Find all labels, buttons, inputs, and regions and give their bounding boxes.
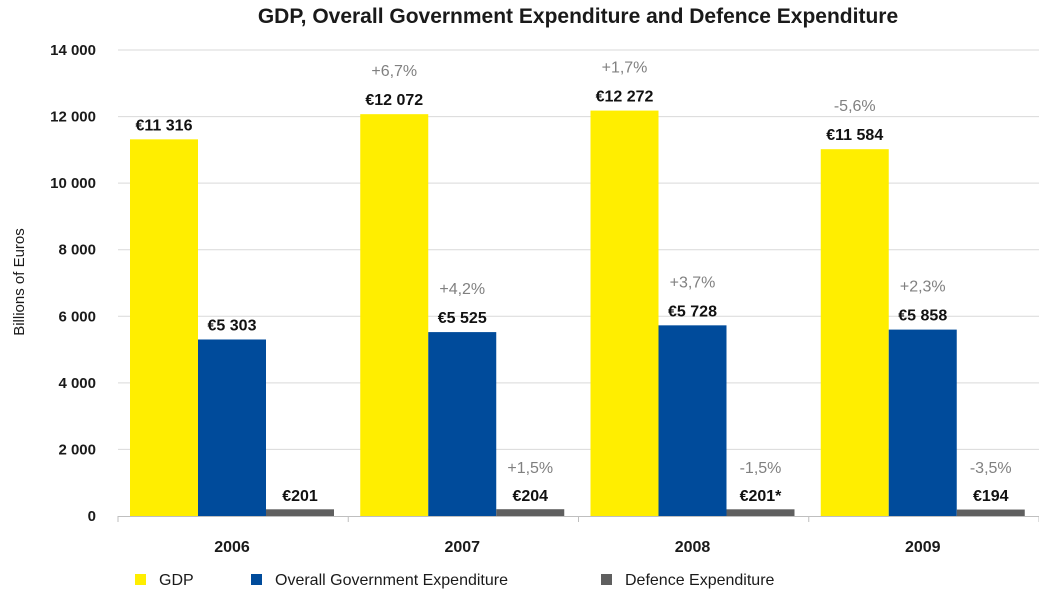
bar (956, 509, 1025, 516)
y-tick-label: 4 000 (58, 375, 96, 392)
bar-change-label: +3,7% (670, 274, 716, 291)
gridlines (118, 49, 1039, 450)
bar-change-label: +4,2% (439, 281, 485, 298)
bar-value-label: €11 316 (136, 117, 193, 134)
bar-value-label: €204 (512, 488, 548, 505)
bar (428, 332, 497, 516)
bar (360, 114, 429, 516)
legend-label: Defence Expenditure (625, 572, 775, 589)
y-axis-label: Billions of Euros (11, 228, 28, 336)
bars (130, 110, 1025, 517)
legend: GDP Overall Government Expenditure Defence… (135, 572, 775, 589)
bar-change-label: +2,3% (900, 279, 946, 296)
bar-change-label: -1,5% (740, 460, 782, 477)
y-tick-label: 10 000 (50, 175, 96, 192)
bar-value-label: €201 (282, 488, 318, 505)
legend-swatch (601, 574, 612, 585)
bar (130, 139, 198, 516)
bar-value-label: €5 858 (898, 308, 947, 325)
legend-label: GDP (159, 572, 194, 589)
bar-value-label: €5 525 (438, 310, 487, 327)
bar-value-label: €11 584 (826, 127, 883, 144)
bar-change-label: +1,5% (507, 460, 553, 477)
bar-labels: €11 316 €5 303 €201 €12 072 +6,7% €5 525 +4,2%… (136, 60, 1012, 505)
bar-change-label: +1,7% (602, 60, 648, 77)
legend-swatch (135, 574, 146, 585)
bar-change-label: +6,7% (371, 63, 417, 80)
bar (590, 110, 659, 516)
bar-change-label: -3,5% (970, 460, 1012, 477)
bar-value-label: €12 072 (365, 92, 423, 109)
bar (496, 509, 565, 516)
legend-label: Overall Government Expenditure (275, 572, 508, 589)
y-tick-label: 0 (88, 508, 96, 525)
bar (726, 509, 795, 516)
x-axis: 2006 2007 2008 2009 (117, 516, 1039, 556)
x-tick-label: 2007 (444, 539, 480, 556)
bar (266, 509, 334, 516)
y-tick-label: 2 000 (58, 441, 96, 458)
bar-value-label: €194 (973, 488, 1009, 505)
chart-title: GDP, Overall Government Expenditure and … (258, 5, 898, 28)
x-tick-label: 2006 (214, 539, 250, 556)
bar-value-label: €201* (740, 488, 783, 505)
y-axis-ticks: 0 2 000 4 000 6 000 8 000 10 000 12 000 14 000 (50, 42, 96, 525)
bar-value-label: €5 728 (668, 303, 717, 320)
x-tick-label: 2008 (675, 539, 711, 556)
bar-value-label: €5 303 (208, 317, 257, 334)
bar (658, 325, 727, 516)
bar (198, 339, 266, 516)
bar (820, 149, 889, 517)
bar-value-label: €12 272 (596, 89, 654, 106)
legend-swatch (251, 574, 262, 585)
bar-change-label: -5,6% (834, 98, 876, 115)
y-tick-label: 12 000 (50, 109, 96, 126)
bar (888, 329, 957, 516)
y-tick-label: 14 000 (50, 42, 96, 59)
x-tick-label: 2009 (905, 539, 941, 556)
y-tick-label: 6 000 (58, 308, 96, 325)
y-tick-label: 8 000 (58, 242, 96, 259)
